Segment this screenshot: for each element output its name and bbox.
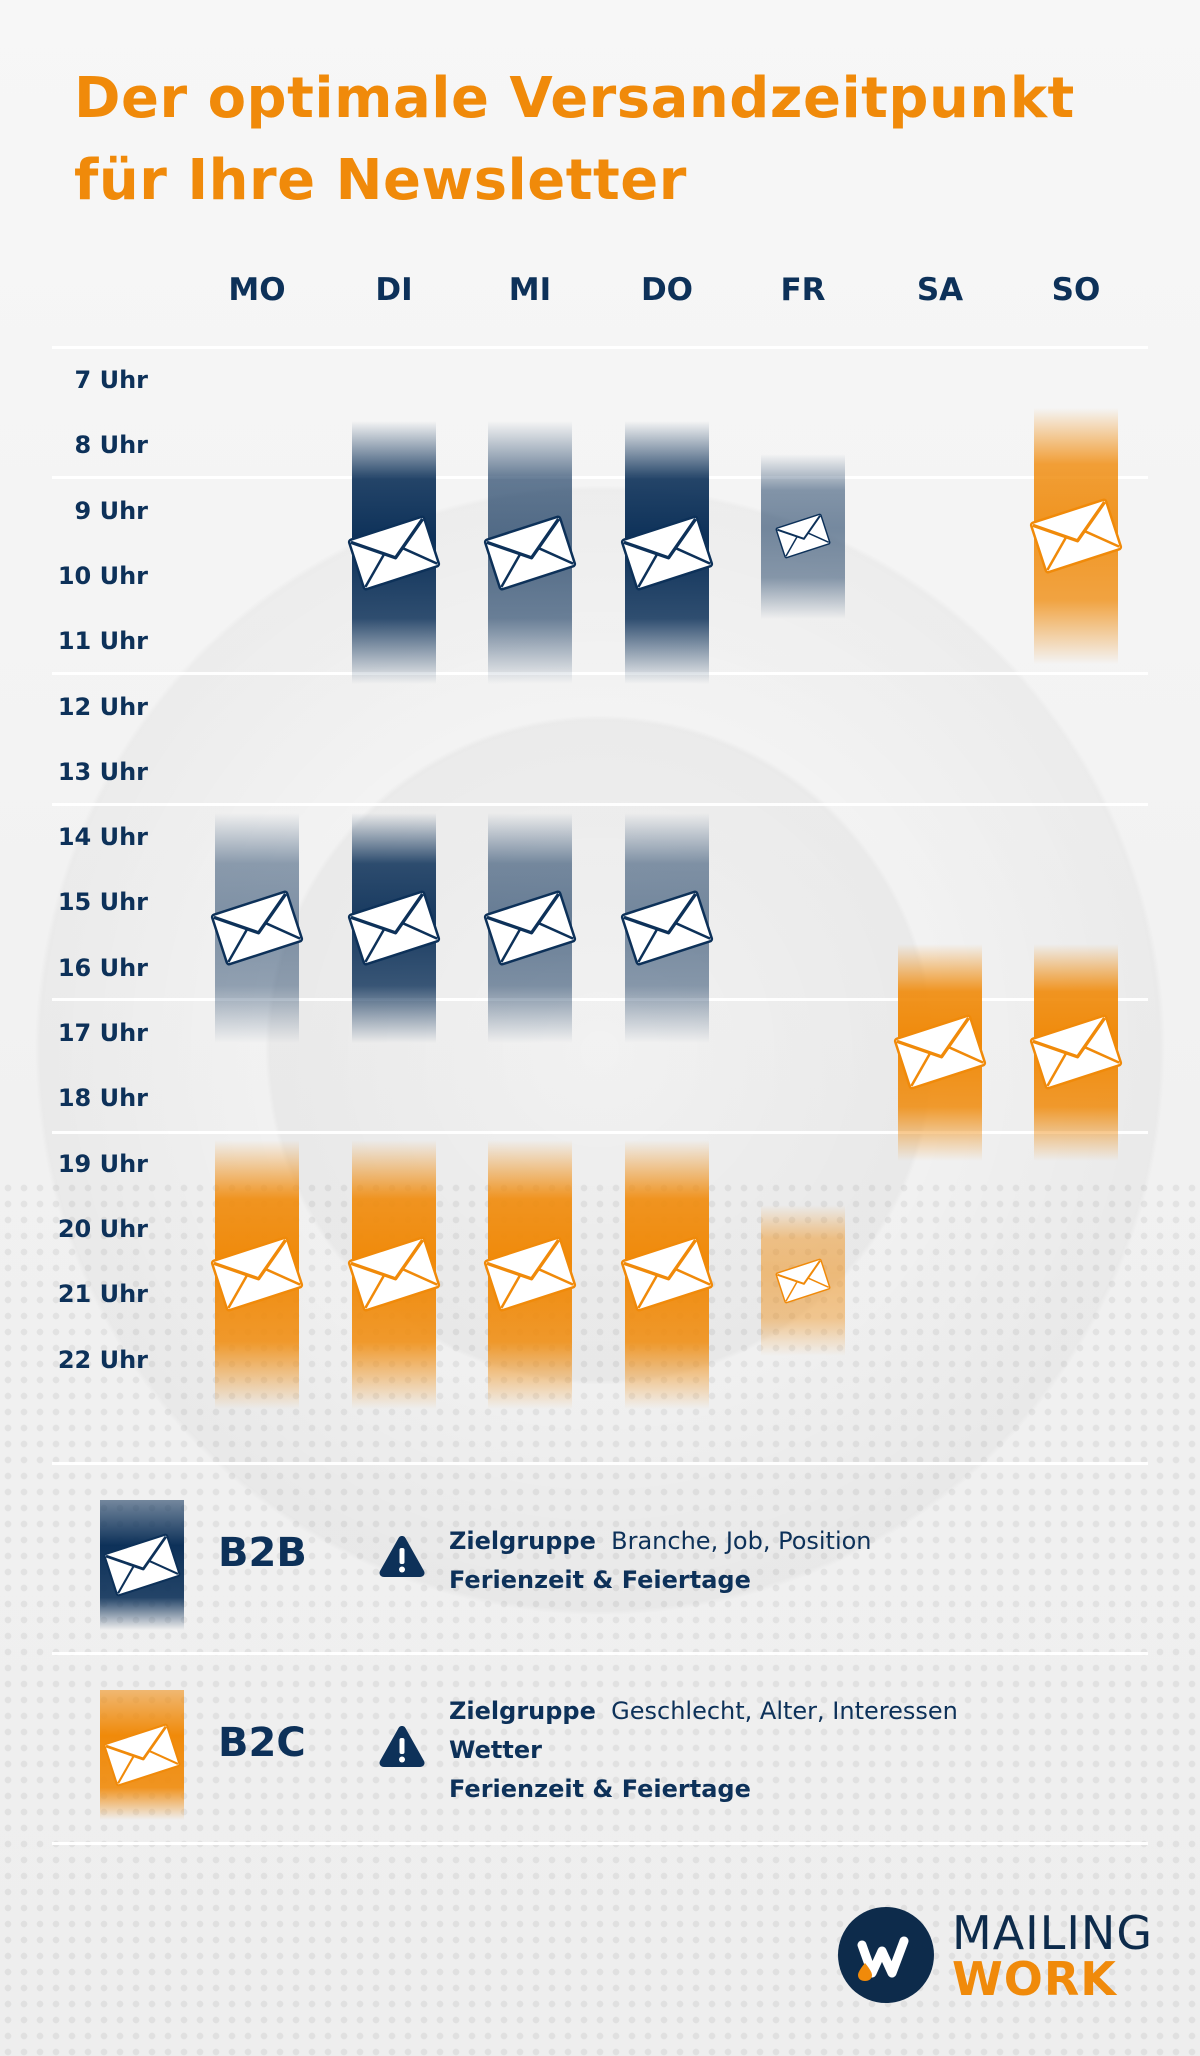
day-label-mi: MI xyxy=(508,272,552,308)
grid-divider xyxy=(52,346,1148,349)
envelope-icon xyxy=(210,1236,304,1312)
legend-b2c-label: B2C xyxy=(218,1720,306,1766)
legend-b2c-zielgruppe-label: Zielgruppe xyxy=(449,1697,596,1725)
legend-b2c-zielgruppe-value: Geschlecht, Alter, Interessen xyxy=(611,1697,958,1725)
hour-label: 14 Uhr xyxy=(57,823,148,852)
envelope-icon xyxy=(483,1236,577,1312)
schedule-bar-do-b2c xyxy=(620,1139,714,1409)
legend-b2b-label: B2B xyxy=(218,1530,307,1576)
schedule-bar-di-b2b xyxy=(347,813,441,1043)
grid-divider xyxy=(52,998,1148,1001)
schedule-bar-mi-b2b xyxy=(483,813,577,1043)
schedule-bar-di-b2b xyxy=(347,421,441,684)
schedule-bar-so-b2c xyxy=(1029,408,1123,665)
envelope-icon xyxy=(347,515,441,591)
legend-divider-top xyxy=(52,1462,1148,1465)
envelope-icon xyxy=(103,1533,181,1597)
legend-b2c-text: Zielgruppe Geschlecht, Alter, Interessen… xyxy=(449,1692,958,1809)
envelope-icon xyxy=(893,1014,987,1090)
envelope-icon xyxy=(347,890,441,966)
schedule-bar-mo-b2c xyxy=(210,1139,304,1409)
envelope-icon xyxy=(620,515,714,591)
hour-label: 10 Uhr xyxy=(57,561,148,590)
title-line-2: für Ihre Newsletter xyxy=(74,148,687,213)
hour-label: 8 Uhr xyxy=(74,431,148,460)
legend-b2c-wetter: Wetter xyxy=(449,1736,542,1764)
legend-b2c-ferienzeit: Ferienzeit & Feiertage xyxy=(449,1775,751,1803)
envelope-icon xyxy=(620,890,714,966)
hour-label: 15 Uhr xyxy=(57,888,148,917)
day-label-sa: SA xyxy=(916,272,964,308)
day-label-do: DO xyxy=(640,272,694,308)
legend-b2b-swatch xyxy=(100,1500,184,1630)
legend-b2c-swatch xyxy=(100,1690,184,1820)
hour-label: 7 Uhr xyxy=(74,366,148,394)
page-title: Der optimale Versandzeitpunkt für Ihre N… xyxy=(74,58,1075,222)
schedule-bar-mo-b2b xyxy=(210,813,304,1043)
hour-label: 13 Uhr xyxy=(57,757,148,786)
day-label-so: SO xyxy=(1051,272,1101,308)
schedule-bar-fr-b2b xyxy=(761,453,845,619)
schedule-bar-mi-b2b xyxy=(483,421,577,684)
envelope-icon xyxy=(347,1236,441,1312)
warning-triangle-icon xyxy=(379,1726,425,1767)
legend-b2b-zielgruppe-value: Branche, Job, Position xyxy=(611,1527,872,1555)
schedule-bar-mi-b2c xyxy=(483,1139,577,1409)
legend-b2b-ferienzeit: Ferienzeit & Feiertage xyxy=(449,1566,751,1594)
hour-label: 22 Uhr xyxy=(57,1345,148,1374)
envelope-icon xyxy=(620,1236,714,1312)
envelope-icon xyxy=(483,515,577,591)
legend-b2b-zielgruppe-label: Zielgruppe xyxy=(449,1527,596,1555)
hour-label: 19 Uhr xyxy=(57,1149,148,1178)
schedule-bar-do-b2b xyxy=(620,421,714,684)
hour-label: 20 Uhr xyxy=(57,1214,148,1243)
schedule-bar-so-b2c xyxy=(1029,943,1123,1161)
grid-divider xyxy=(52,672,1148,675)
grid-divider xyxy=(52,476,1148,479)
hour-label: 9 Uhr xyxy=(74,496,148,525)
envelope-icon xyxy=(1029,1014,1123,1090)
legend-divider-bottom xyxy=(52,1842,1148,1845)
envelope-icon xyxy=(775,1258,831,1304)
schedule-bar-di-b2c xyxy=(347,1139,441,1409)
envelope-icon xyxy=(210,890,304,966)
envelope-icon xyxy=(775,513,831,559)
hour-label: 21 Uhr xyxy=(57,1280,148,1309)
legend-divider-middle xyxy=(52,1652,1148,1655)
schedule-bar-fr-b2c xyxy=(761,1204,845,1357)
day-label-fr: FR xyxy=(780,272,826,308)
legend-b2b-text: Zielgruppe Branche, Job, Position Ferien… xyxy=(449,1522,872,1600)
envelope-icon xyxy=(1029,498,1123,574)
logo-line-1: MAILING xyxy=(952,1906,1153,1960)
hour-label: 12 Uhr xyxy=(57,692,148,721)
grid-divider xyxy=(52,803,1148,806)
grid-divider xyxy=(52,1131,1148,1134)
hour-label: 16 Uhr xyxy=(57,953,148,982)
mailingwork-logo-icon xyxy=(838,1907,934,2003)
brand-logo-text: MAILING WORK xyxy=(952,1910,1153,2002)
envelope-icon xyxy=(483,890,577,966)
warning-triangle-icon xyxy=(379,1536,425,1577)
title-line-1: Der optimale Versandzeitpunkt xyxy=(74,66,1075,131)
hour-label: 17 Uhr xyxy=(57,1019,148,1047)
day-label-di: DI xyxy=(375,272,413,308)
logo-line-2: WORK xyxy=(952,1952,1117,2006)
hour-label: 18 Uhr xyxy=(57,1084,148,1113)
hour-label: 11 Uhr xyxy=(57,627,148,656)
schedule-bar-do-b2b xyxy=(620,813,714,1043)
day-label-mo: MO xyxy=(228,272,286,308)
schedule-bar-sa-b2c xyxy=(893,943,987,1161)
envelope-icon xyxy=(103,1723,181,1787)
